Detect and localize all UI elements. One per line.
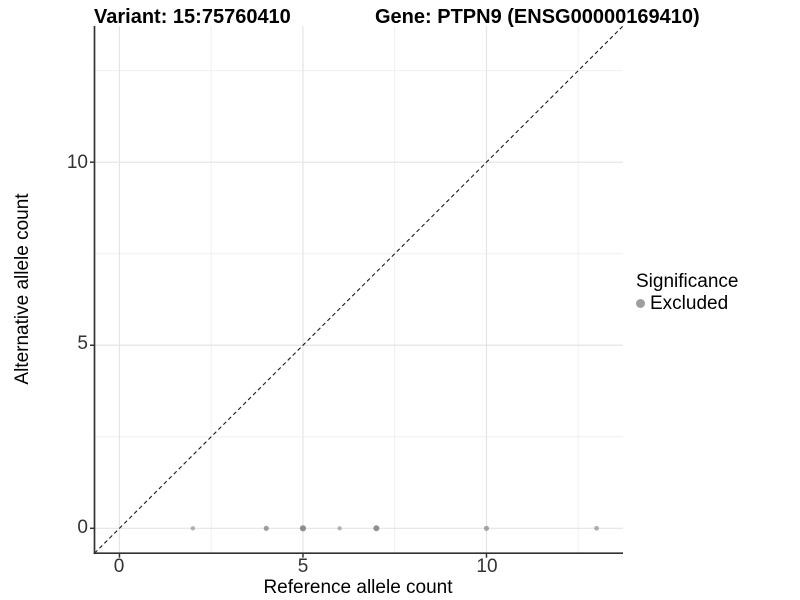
data-point: [337, 526, 342, 531]
x-axis-label: Reference allele count: [263, 577, 453, 598]
identity-line: [94, 25, 624, 554]
data-point: [594, 525, 599, 531]
legend-point-icon: [636, 299, 645, 308]
plot-title-variant: Variant: 15:75760410: [94, 6, 291, 28]
x-tick-label-0: 0: [113, 556, 125, 577]
plot-title-gene: Gene: PTPN9 (ENSG00000169410): [375, 6, 700, 28]
x-tick-label-10: 10: [476, 556, 498, 577]
legend-entry-label: Excluded: [650, 293, 729, 314]
y-tick-label-5: 5: [77, 333, 88, 354]
data-point: [373, 525, 380, 532]
data-point: [483, 525, 490, 531]
y-tick-label-0: 0: [77, 517, 88, 538]
legend-entry-excluded: Excluded: [636, 293, 738, 314]
y-axis-label: Alternative allele count: [12, 193, 33, 385]
data-point: [263, 525, 269, 531]
x-tick-label-5: 5: [297, 556, 309, 577]
y-tick-label-10: 10: [66, 152, 88, 173]
data-point: [190, 526, 196, 531]
legend: Significance Excluded: [636, 271, 738, 314]
legend-title: Significance: [636, 271, 739, 292]
data-point: [299, 525, 307, 532]
